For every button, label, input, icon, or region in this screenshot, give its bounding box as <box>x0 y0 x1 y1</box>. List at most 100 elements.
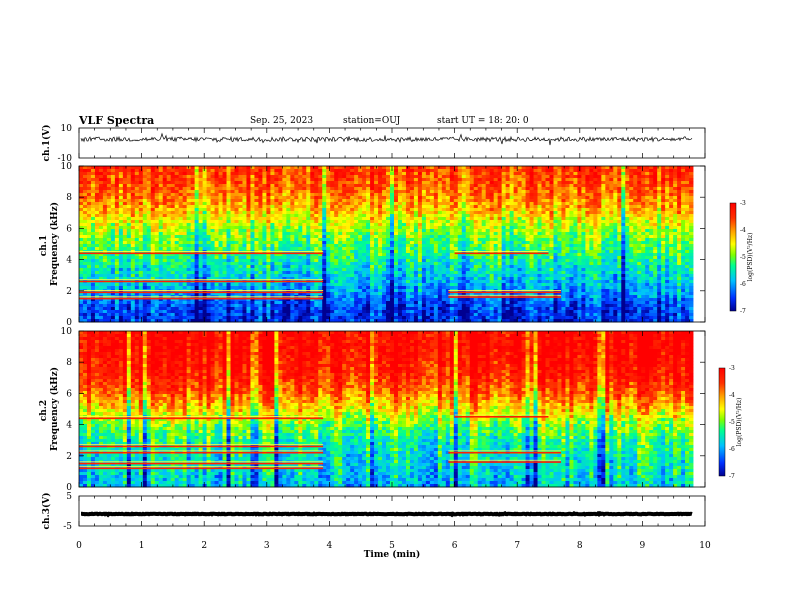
spectrogram-cell <box>462 220 466 223</box>
spectrogram-cell <box>645 172 649 175</box>
spectrogram-cell <box>135 172 139 175</box>
spectrogram-cell <box>338 232 342 235</box>
spectrogram-cell <box>163 181 167 184</box>
spectrogram-cell <box>242 202 246 205</box>
spectrogram-cell <box>302 190 306 193</box>
spectrogram-cell <box>442 250 446 253</box>
spectrogram-cell <box>390 211 394 214</box>
spectrogram-cell <box>589 250 593 253</box>
spectrogram-cell <box>573 193 577 196</box>
spectrogram-cell <box>282 241 286 244</box>
spectrogram-cell <box>394 205 398 208</box>
spectrogram-cell <box>585 235 589 238</box>
spectrogram-cell <box>382 208 386 211</box>
spectrogram-cell <box>87 217 91 220</box>
spectrogram-cell <box>681 250 685 253</box>
spectrogram-cell <box>87 247 91 250</box>
spectrogram-cell <box>546 169 550 172</box>
spectrogram-cell <box>107 172 111 175</box>
spectrogram-cell <box>522 259 526 262</box>
spectrogram-cell <box>605 226 609 229</box>
spectrogram-cell <box>538 232 542 235</box>
spectrogram-cell <box>207 211 211 214</box>
spectrogram-cell <box>422 217 426 220</box>
spectrogram-cell <box>633 166 637 169</box>
spectrogram-cell <box>390 214 394 217</box>
spectrogram-cell <box>641 175 645 178</box>
spectrogram-cell <box>498 184 502 187</box>
spectrogram-cell <box>669 244 673 247</box>
spectrogram-cell <box>398 229 402 232</box>
spectrogram-cell <box>147 193 151 196</box>
spectrogram-cell <box>227 223 231 226</box>
spectrogram-cell <box>502 223 506 226</box>
spectrogram-cell <box>238 220 242 223</box>
spectrogram-cell <box>171 187 175 190</box>
spectrogram-cell <box>378 193 382 196</box>
spectrogram-cell <box>577 193 581 196</box>
spectrogram-cell <box>83 247 87 250</box>
spectrogram-cell <box>302 235 306 238</box>
spectrogram-cell <box>546 247 550 250</box>
spectrogram-cell <box>171 193 175 196</box>
spectrogram-cell <box>231 181 235 184</box>
spectrogram-cell <box>502 244 506 247</box>
spectrogram-cell <box>426 178 430 181</box>
spectrogram-cell <box>498 226 502 229</box>
spectrogram-cell <box>589 247 593 250</box>
spectrogram-cell <box>474 211 478 214</box>
spectrogram-cell <box>573 196 577 199</box>
spectrogram-cell <box>123 211 127 214</box>
spectrogram-cell <box>402 172 406 175</box>
spectrogram-cell <box>370 223 374 226</box>
spectrogram-cell <box>91 217 95 220</box>
spectrogram-cell <box>442 172 446 175</box>
spectrogram-cell <box>550 172 554 175</box>
spectrogram-cell <box>637 169 641 172</box>
spectrogram-cell <box>338 253 342 256</box>
spectrogram-cell <box>398 256 402 259</box>
spectrogram-cell <box>195 172 199 175</box>
spectrogram-cell <box>179 187 183 190</box>
spectrogram-cell <box>605 220 609 223</box>
spectrogram-cell <box>418 193 422 196</box>
spectrogram-cell <box>286 235 290 238</box>
spectrogram-cell <box>438 226 442 229</box>
spectrogram-cell <box>163 166 167 169</box>
spectrogram-cell <box>661 238 665 241</box>
spectrogram-cell <box>278 259 282 262</box>
spectrogram-cell <box>254 193 258 196</box>
spectrogram-cell <box>418 172 422 175</box>
spectrogram-cell <box>601 172 605 175</box>
spectrogram-cell <box>227 202 231 205</box>
spectrogram-cell <box>314 169 318 172</box>
spectrogram-cell <box>298 241 302 244</box>
spectrogram-cell <box>565 190 569 193</box>
spectrogram-cell <box>601 181 605 184</box>
spectrogram-cell <box>99 169 103 172</box>
spectrogram-cell <box>235 241 239 244</box>
spectrogram-cell <box>585 175 589 178</box>
spectrogram-cell <box>378 238 382 241</box>
spectrogram-cell <box>107 238 111 241</box>
spectrogram-cell <box>123 256 127 259</box>
spectrogram-cell <box>175 256 179 259</box>
spectrogram-cell <box>530 205 534 208</box>
spectrogram-cell <box>99 241 103 244</box>
spectrogram-cell <box>629 199 633 202</box>
spectrogram-cell <box>454 229 458 232</box>
spectrogram-cell <box>286 202 290 205</box>
spectrogram-cell <box>661 169 665 172</box>
spectrogram-cell <box>270 220 274 223</box>
spectrogram-cell <box>199 187 203 190</box>
spectrogram-cell <box>478 178 482 181</box>
spectrogram-cell <box>565 253 569 256</box>
spectrogram-cell <box>183 220 187 223</box>
spectrogram-cell <box>685 181 689 184</box>
spectrogram-cell <box>438 166 442 169</box>
spectrogram-cell <box>310 217 314 220</box>
spectrogram-cell <box>546 199 550 202</box>
spectrogram-cell <box>402 193 406 196</box>
spectrogram-cell <box>486 217 490 220</box>
spectrogram-cell <box>159 175 163 178</box>
